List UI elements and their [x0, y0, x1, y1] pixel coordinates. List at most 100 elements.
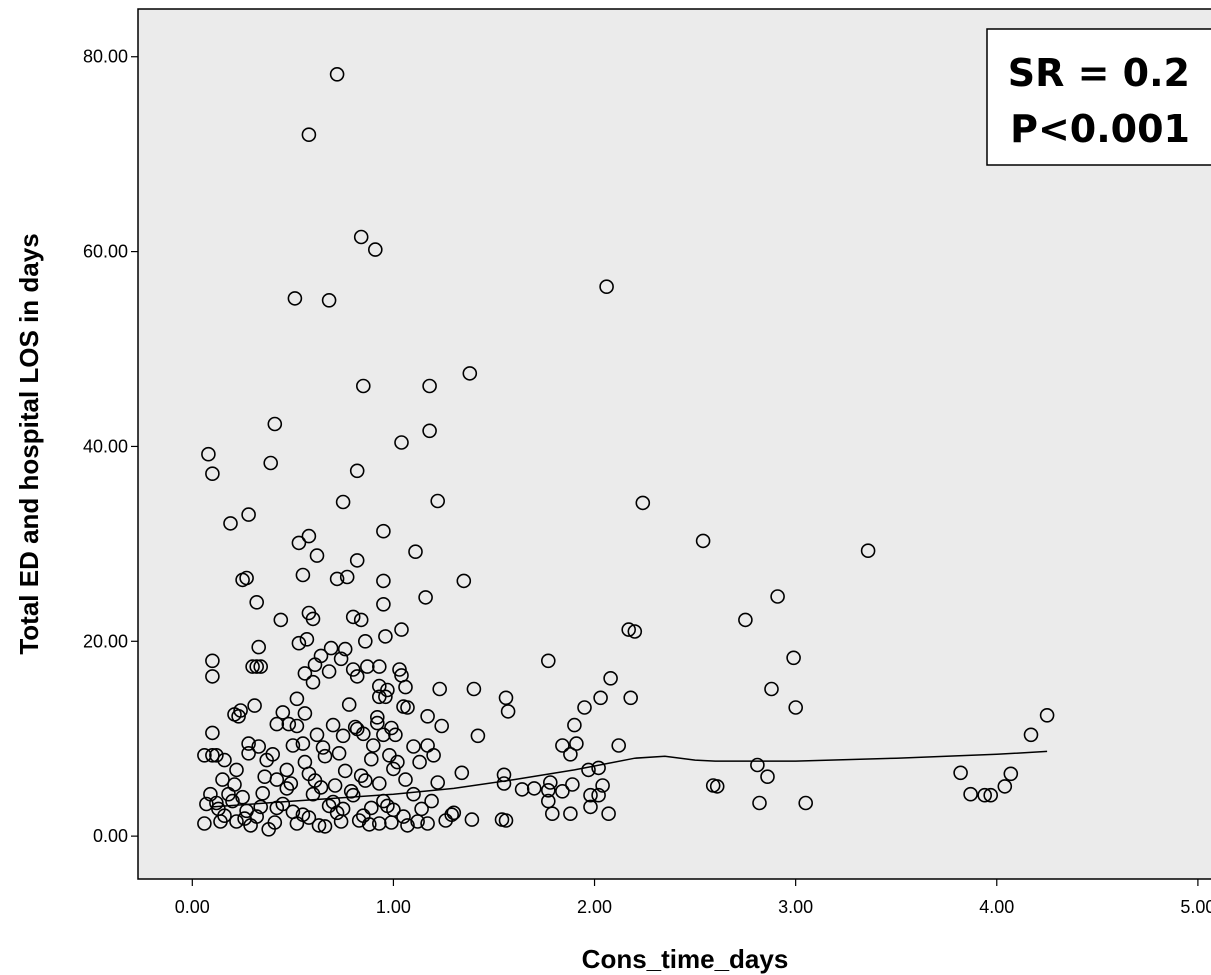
data-point [408, 544, 423, 560]
data-point [289, 816, 305, 831]
data-point [430, 493, 446, 509]
data-point [229, 814, 244, 829]
data-point [301, 528, 317, 544]
data-point [371, 816, 387, 831]
data-point [396, 809, 411, 824]
data-point [456, 573, 472, 589]
data-point [563, 746, 578, 762]
data-point [325, 717, 341, 733]
data-point [205, 747, 220, 763]
data-point [351, 813, 367, 828]
data-point [695, 533, 711, 549]
data-point [430, 775, 446, 790]
data-point [601, 806, 616, 822]
data-point [788, 700, 804, 715]
data-point [623, 690, 639, 706]
data-point [577, 700, 592, 715]
data-point [388, 727, 403, 743]
data-point [339, 569, 355, 585]
data-point [595, 778, 610, 793]
data-point [526, 781, 542, 796]
data-point [295, 736, 311, 751]
data-point [241, 507, 256, 522]
data-point [297, 666, 313, 681]
data-point [197, 747, 212, 763]
x-axis-title: Cons_time_days [582, 944, 789, 974]
data-point [235, 789, 250, 805]
data-point [470, 728, 486, 744]
data-point [593, 690, 608, 706]
data-point [345, 609, 361, 625]
data-point [249, 659, 265, 674]
data-point [281, 716, 297, 732]
data-point [241, 736, 256, 751]
data-point [369, 709, 385, 725]
data-point [462, 366, 478, 381]
data-point [213, 814, 228, 829]
data-point [261, 821, 277, 837]
data-point [331, 745, 347, 761]
data-point [953, 765, 968, 781]
data-point [997, 779, 1013, 794]
data-point [424, 793, 439, 809]
stats-line-sr: SR = 0.2 [1008, 51, 1190, 95]
data-point [422, 423, 437, 439]
data-point [369, 715, 385, 731]
y-tick-label: 60.00 [83, 242, 128, 262]
data-point [709, 779, 725, 794]
x-tick-label: 2.00 [577, 897, 612, 917]
data-point [376, 573, 391, 589]
data-point [371, 776, 387, 791]
data-point [591, 760, 606, 776]
data-point [434, 718, 450, 734]
data-point [357, 773, 373, 788]
data-point [977, 787, 993, 803]
data-point [563, 806, 578, 822]
data-point [963, 786, 978, 802]
data-point [307, 657, 323, 673]
data-point [770, 589, 785, 604]
data-point [329, 571, 345, 587]
stats-annotation: SR = 0.2 P<0.001 [986, 28, 1211, 166]
data-point [291, 635, 307, 651]
data-point [289, 691, 305, 707]
data-point [860, 543, 876, 559]
data-point [335, 728, 351, 744]
data-point [555, 783, 570, 799]
data-point [333, 814, 349, 829]
data-point [209, 747, 224, 763]
data-point [498, 690, 514, 706]
data-point [569, 736, 584, 751]
data-point [253, 659, 269, 674]
data-point [786, 650, 801, 666]
data-point [269, 716, 285, 732]
x-tick-label: 5.00 [1180, 897, 1211, 917]
data-point [357, 633, 373, 649]
data-point [321, 664, 337, 679]
data-point [323, 640, 339, 656]
data-point [446, 805, 462, 821]
data-point [337, 763, 353, 779]
data-point [313, 780, 329, 795]
data-point [349, 553, 365, 568]
data-point [798, 795, 814, 811]
data-point [1023, 727, 1039, 743]
data-point [199, 796, 214, 812]
data-point [197, 816, 212, 831]
data-point [249, 594, 265, 610]
data-point [599, 279, 614, 295]
data-point [380, 798, 395, 814]
data-point [355, 378, 371, 394]
data-point [329, 67, 345, 82]
x-axis: 0.00 1.00 2.00 3.00 4.00 5.00 [175, 879, 1211, 917]
data-point [253, 799, 269, 815]
stats-line-p: P<0.001 [1010, 107, 1190, 151]
data-point [359, 659, 375, 674]
data-point [371, 689, 387, 705]
data-point [363, 751, 379, 767]
data-point [231, 708, 246, 724]
data-point [376, 596, 391, 612]
data-point [255, 785, 271, 801]
data-point [279, 781, 295, 796]
data-point [257, 769, 273, 785]
